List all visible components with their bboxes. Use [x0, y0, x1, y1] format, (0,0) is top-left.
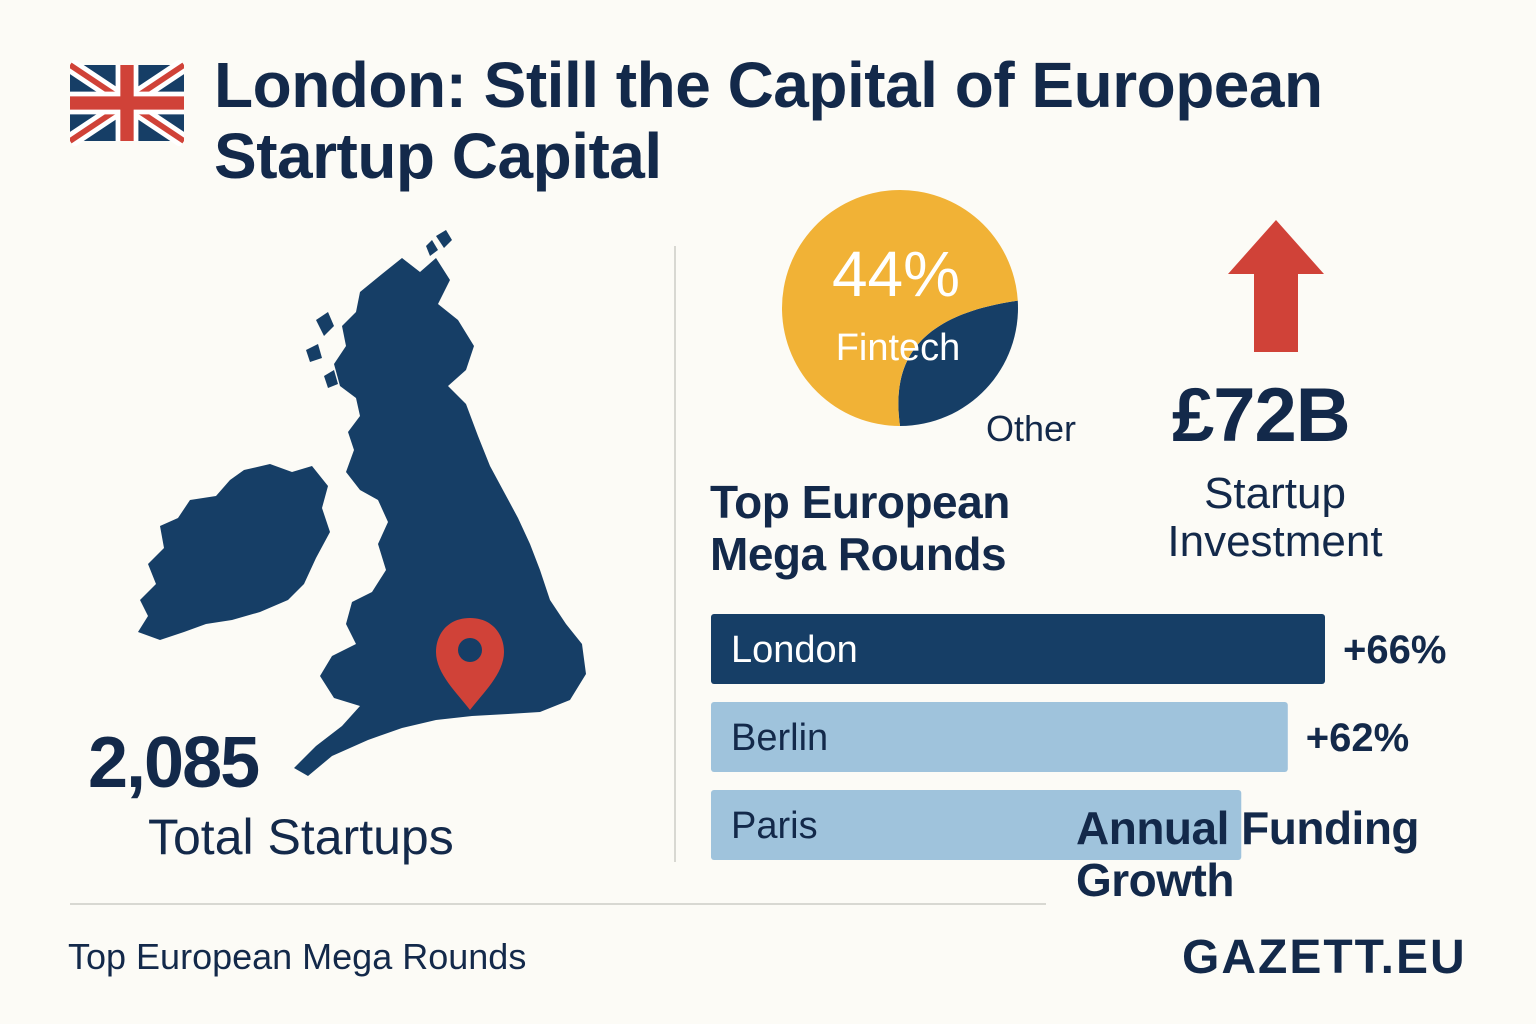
pie-slice-value-label: 44% [832, 238, 960, 310]
ireland-shape [138, 464, 330, 640]
bar-value-london: +66% [1343, 628, 1446, 672]
up-arrow-icon [1228, 220, 1324, 352]
uk-ireland-map [138, 230, 586, 776]
pie-slice-other [898, 300, 1018, 426]
startup-investment-label: Startup Investment [1167, 469, 1383, 566]
page-title: London: Still the Capital of European St… [214, 49, 1323, 192]
bar-value-berlin: +62% [1306, 716, 1409, 760]
bar-label-berlin: Berlin [731, 717, 828, 759]
pie-other-label: Other [986, 408, 1077, 449]
mega-rounds-heading-text: Top European Mega Rounds [710, 476, 1010, 580]
total-startups-label: Total Startups [148, 809, 454, 865]
bar-berlin [711, 702, 1288, 772]
bar-label-london: London [731, 629, 858, 671]
total-startups-value: 2,085 [88, 723, 260, 803]
funding-growth-bar-chart: London +66% Berlin +62% Paris [711, 614, 1446, 860]
footer-caption: Top European Mega Rounds [68, 936, 527, 977]
pie-slice-fintech [782, 190, 1018, 426]
startup-investment-value: £72B [1172, 373, 1351, 458]
bar-label-paris: Paris [731, 805, 818, 847]
bar-paris [711, 790, 1242, 860]
location-pin-icon [436, 618, 504, 710]
footer-brand-logo: GAZETT.EU [1182, 931, 1467, 984]
funding-growth-heading-text: Annual Funding Growth [1076, 802, 1420, 906]
vertical-divider [674, 246, 676, 862]
mega-rounds-heading: Top European Mega Rounds [710, 476, 1050, 580]
horizontal-divider [70, 903, 1046, 905]
funding-growth-heading: Annual Funding Growth [1076, 802, 1456, 906]
sector-pie-chart: 44% Fintech [782, 190, 1018, 426]
great-britain-shape [294, 258, 586, 776]
bar-london [711, 614, 1325, 684]
pie-slice-name-label: Fintech [836, 327, 961, 369]
uk-flag-icon [70, 60, 184, 146]
